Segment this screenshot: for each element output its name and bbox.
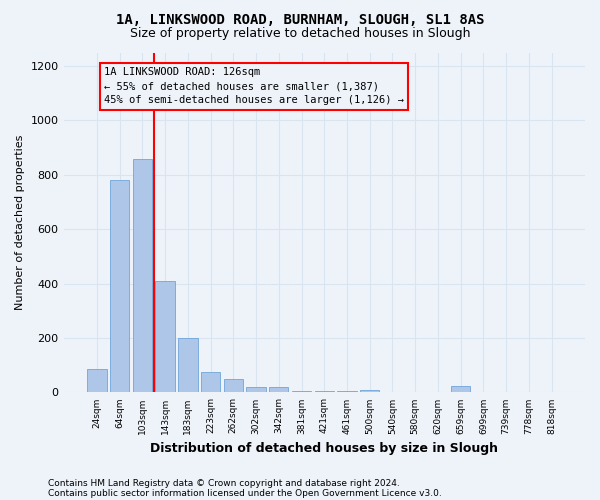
Bar [292,391,311,392]
Bar [155,281,175,392]
Bar [269,387,289,392]
Y-axis label: Number of detached properties: Number of detached properties [15,135,25,310]
X-axis label: Distribution of detached houses by size in Slough: Distribution of detached houses by size … [150,442,498,455]
Bar [133,159,152,392]
Bar [87,370,107,392]
Bar [337,391,356,392]
Text: 1A LINKSWOOD ROAD: 126sqm
← 55% of detached houses are smaller (1,387)
45% of se: 1A LINKSWOOD ROAD: 126sqm ← 55% of detac… [104,68,404,106]
Text: Contains public sector information licensed under the Open Government Licence v3: Contains public sector information licen… [48,488,442,498]
Bar [201,372,220,392]
Bar [360,390,379,392]
Bar [224,379,243,392]
Bar [110,180,130,392]
Bar [451,386,470,392]
Bar [314,391,334,392]
Bar [247,387,266,392]
Text: Size of property relative to detached houses in Slough: Size of property relative to detached ho… [130,28,470,40]
Text: Contains HM Land Registry data © Crown copyright and database right 2024.: Contains HM Land Registry data © Crown c… [48,478,400,488]
Bar [178,338,197,392]
Text: 1A, LINKSWOOD ROAD, BURNHAM, SLOUGH, SL1 8AS: 1A, LINKSWOOD ROAD, BURNHAM, SLOUGH, SL1… [116,12,484,26]
